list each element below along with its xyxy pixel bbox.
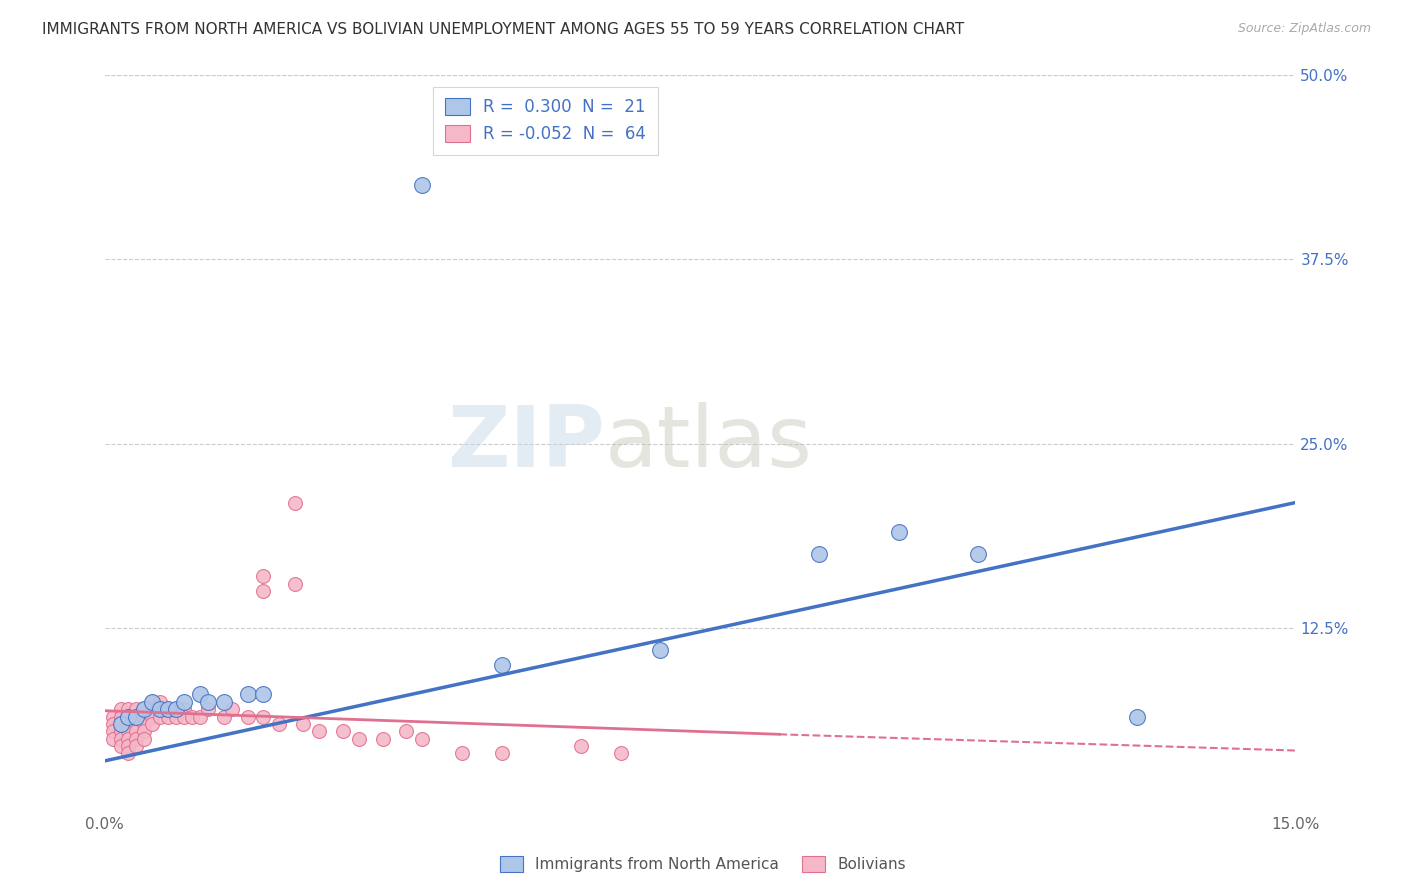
Point bbox=[125, 724, 148, 739]
Point bbox=[157, 702, 180, 716]
Legend: R =  0.300  N =  21, R = -0.052  N =  64: R = 0.300 N = 21, R = -0.052 N = 64 bbox=[433, 87, 658, 154]
Point bbox=[395, 724, 418, 739]
Point bbox=[141, 695, 163, 709]
Point bbox=[117, 747, 139, 761]
Point bbox=[117, 717, 139, 731]
Point bbox=[110, 702, 132, 716]
Point bbox=[110, 709, 132, 723]
Point bbox=[149, 702, 172, 716]
Point bbox=[308, 724, 330, 739]
Point bbox=[141, 695, 163, 709]
Point bbox=[197, 695, 219, 709]
Point bbox=[165, 709, 187, 723]
Point bbox=[149, 709, 172, 723]
Point bbox=[149, 695, 172, 709]
Point bbox=[101, 731, 124, 746]
Point bbox=[887, 525, 910, 540]
Point bbox=[110, 724, 132, 739]
Point bbox=[173, 695, 195, 709]
Point bbox=[117, 709, 139, 723]
Point bbox=[173, 709, 195, 723]
Point bbox=[125, 709, 148, 723]
Point bbox=[252, 688, 274, 702]
Point bbox=[491, 747, 513, 761]
Point bbox=[252, 584, 274, 599]
Point bbox=[125, 709, 148, 723]
Point bbox=[491, 657, 513, 672]
Point bbox=[347, 731, 370, 746]
Text: atlas: atlas bbox=[605, 402, 813, 485]
Point bbox=[569, 739, 592, 753]
Point bbox=[212, 695, 235, 709]
Text: ZIP: ZIP bbox=[447, 402, 605, 485]
Point bbox=[411, 731, 433, 746]
Point bbox=[134, 731, 156, 746]
Point bbox=[411, 178, 433, 193]
Point bbox=[101, 724, 124, 739]
Point bbox=[110, 717, 132, 731]
Point bbox=[134, 717, 156, 731]
Point bbox=[125, 702, 148, 716]
Point bbox=[157, 709, 180, 723]
Legend: Immigrants from North America, Bolivians: Immigrants from North America, Bolivians bbox=[492, 848, 914, 880]
Point bbox=[134, 702, 156, 716]
Point bbox=[117, 731, 139, 746]
Point bbox=[110, 717, 132, 731]
Point bbox=[252, 569, 274, 583]
Point bbox=[269, 717, 291, 731]
Text: Source: ZipAtlas.com: Source: ZipAtlas.com bbox=[1237, 22, 1371, 36]
Point bbox=[181, 709, 204, 723]
Point bbox=[188, 709, 211, 723]
Point bbox=[188, 688, 211, 702]
Point bbox=[125, 731, 148, 746]
Point bbox=[149, 702, 172, 716]
Point bbox=[134, 724, 156, 739]
Point bbox=[125, 717, 148, 731]
Point bbox=[141, 709, 163, 723]
Point bbox=[451, 747, 474, 761]
Point bbox=[1125, 709, 1147, 723]
Point bbox=[967, 547, 990, 561]
Point bbox=[117, 724, 139, 739]
Point bbox=[125, 739, 148, 753]
Point bbox=[221, 702, 243, 716]
Point bbox=[134, 702, 156, 716]
Point bbox=[134, 709, 156, 723]
Point bbox=[236, 688, 259, 702]
Point bbox=[165, 702, 187, 716]
Point bbox=[117, 702, 139, 716]
Point bbox=[110, 731, 132, 746]
Point bbox=[197, 702, 219, 716]
Point bbox=[284, 576, 307, 591]
Point bbox=[173, 702, 195, 716]
Point bbox=[212, 709, 235, 723]
Point bbox=[101, 717, 124, 731]
Point bbox=[808, 547, 831, 561]
Point bbox=[141, 702, 163, 716]
Point bbox=[650, 643, 672, 657]
Point bbox=[165, 702, 187, 716]
Point bbox=[252, 709, 274, 723]
Point bbox=[371, 731, 394, 746]
Point bbox=[117, 709, 139, 723]
Point bbox=[236, 709, 259, 723]
Point bbox=[157, 702, 180, 716]
Point bbox=[110, 739, 132, 753]
Point bbox=[332, 724, 354, 739]
Point bbox=[292, 717, 315, 731]
Point bbox=[101, 709, 124, 723]
Point bbox=[284, 495, 307, 509]
Point bbox=[609, 747, 631, 761]
Text: IMMIGRANTS FROM NORTH AMERICA VS BOLIVIAN UNEMPLOYMENT AMONG AGES 55 TO 59 YEARS: IMMIGRANTS FROM NORTH AMERICA VS BOLIVIA… bbox=[42, 22, 965, 37]
Point bbox=[141, 717, 163, 731]
Point bbox=[117, 739, 139, 753]
